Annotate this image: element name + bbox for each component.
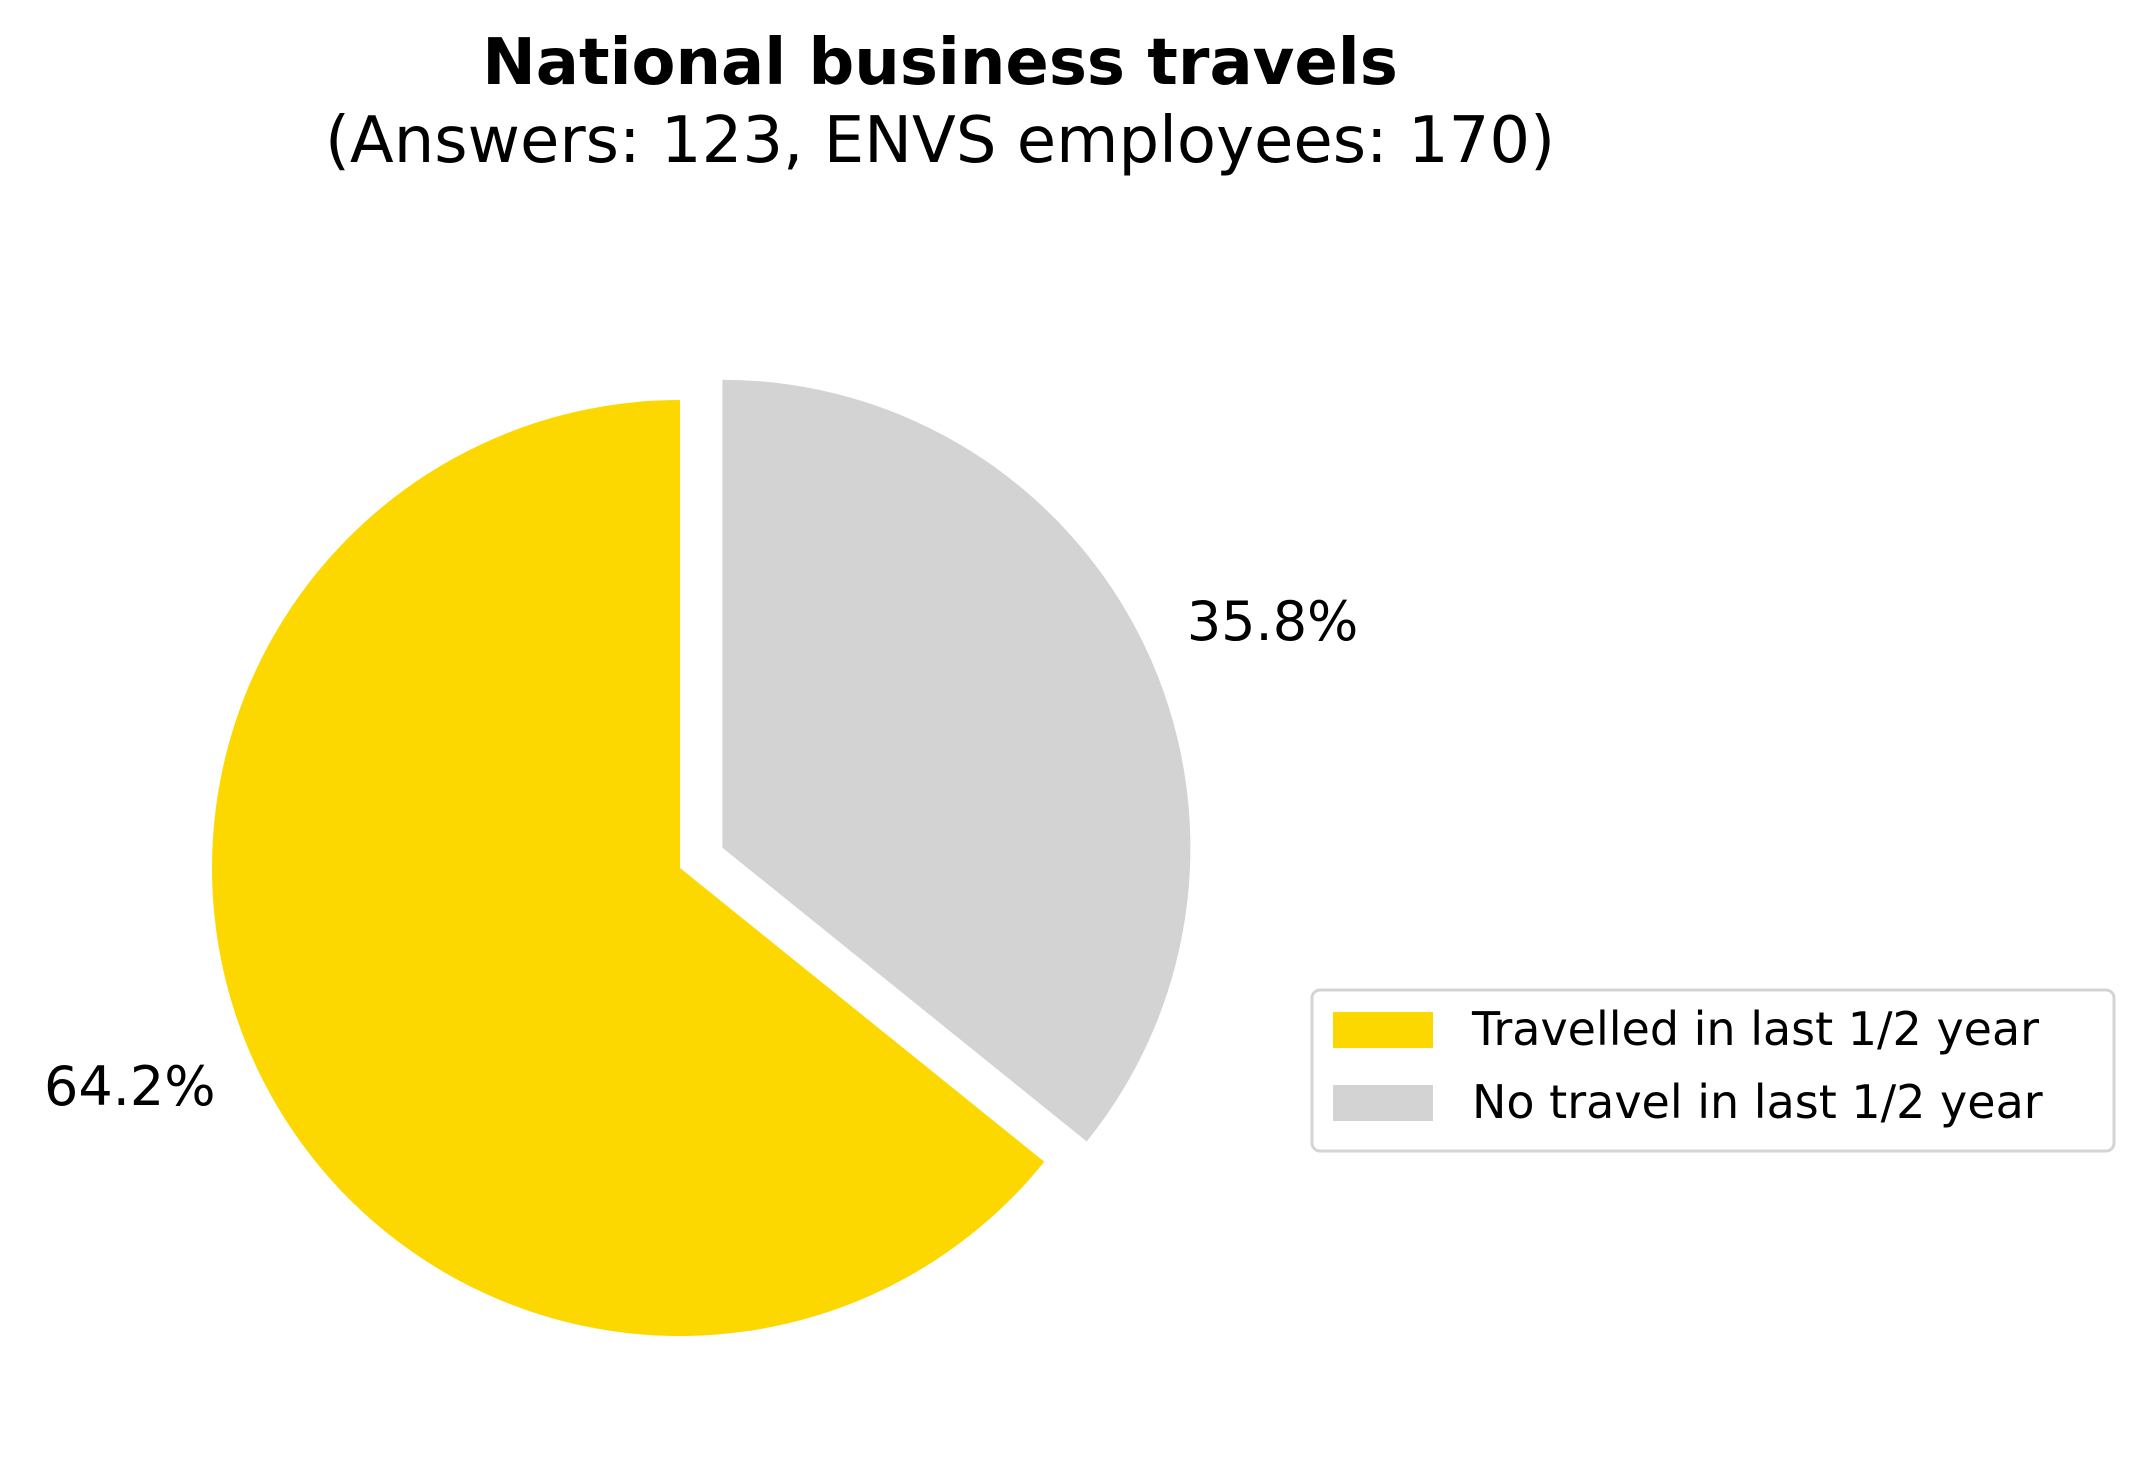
pie-value-label-0: 64.2% <box>44 1055 216 1118</box>
pie-slice-0 <box>211 400 1045 1336</box>
legend-label-no-travel: No travel in last 1/2 year <box>1472 1075 2043 1129</box>
chart-title: National business travels <box>482 26 1398 100</box>
pie-value-labels: 64.2% 35.8% <box>44 590 1358 1118</box>
chart-subtitle: (Answers: 123, ENVS employees: 170) <box>325 104 1555 178</box>
pie-slice-1 <box>722 379 1191 1142</box>
legend-swatch-travelled <box>1333 1012 1433 1048</box>
pie-value-label-1: 35.8% <box>1187 590 1359 653</box>
pie-slices <box>211 379 1191 1336</box>
legend-label-travelled: Travelled in last 1/2 year <box>1471 1002 2039 1056</box>
legend-frame <box>1310 988 2116 1153</box>
legend-swatch-no-travel <box>1333 1085 1433 1121</box>
legend: Travelled in last 1/2 year No travel in … <box>1310 988 2116 1153</box>
